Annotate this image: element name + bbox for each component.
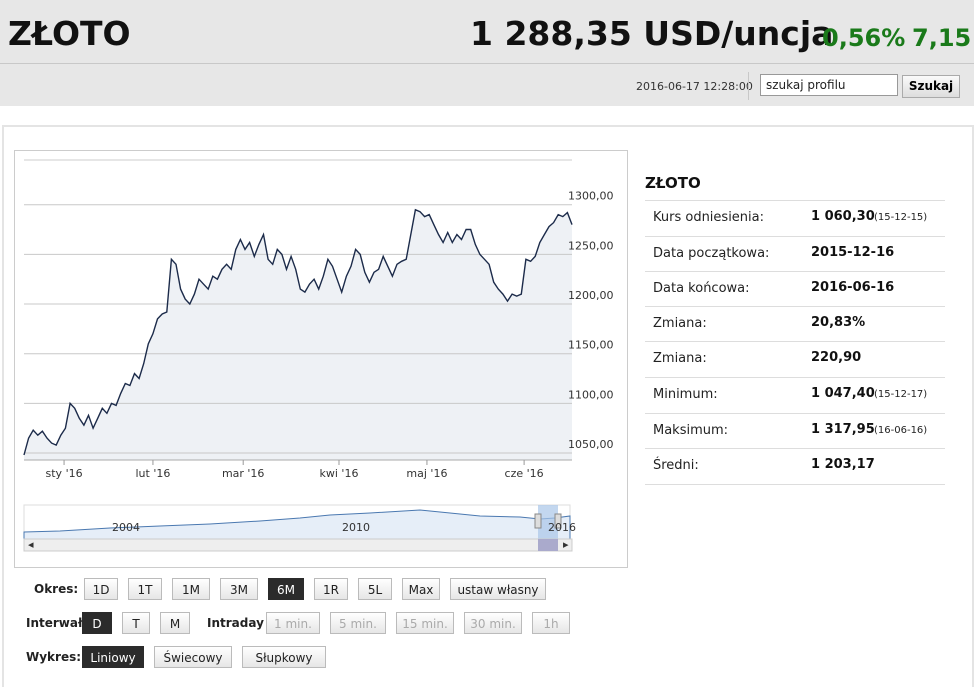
change-pct: 0,56% bbox=[822, 24, 906, 52]
y-tick-label: 1050,00 bbox=[568, 438, 614, 451]
button[interactable]: 30 min. bbox=[464, 612, 522, 634]
control-label: Okres: bbox=[34, 582, 79, 596]
stats-label: Data początkowa: bbox=[653, 246, 770, 261]
instrument-title: ZŁOTO bbox=[8, 14, 131, 53]
button[interactable]: 15 min. bbox=[396, 612, 454, 634]
area bbox=[24, 209, 572, 460]
button[interactable]: 1 min. bbox=[266, 612, 320, 634]
button[interactable]: Świecowy bbox=[154, 646, 232, 668]
stats-value: 1 317,95 bbox=[811, 422, 875, 437]
x-tick-label: maj '16 bbox=[406, 467, 447, 480]
stats-label: Maksimum: bbox=[653, 423, 729, 438]
x-tick-label: sty '16 bbox=[46, 467, 83, 480]
navigator-label: 2004 bbox=[112, 521, 140, 534]
control-label: Interwał bbox=[26, 616, 83, 630]
navigator-handle[interactable] bbox=[554, 513, 562, 529]
stats-value: 1 203,17 bbox=[811, 457, 875, 472]
x-tick-label: mar '16 bbox=[222, 467, 265, 480]
stats-value: 2016-06-16 bbox=[811, 280, 895, 295]
button[interactable]: 1h bbox=[532, 612, 570, 634]
price: 1 288,35 USD/uncja bbox=[470, 14, 834, 53]
scroll-right[interactable]: ▸ bbox=[563, 538, 569, 551]
button[interactable]: Słupkowy bbox=[242, 646, 326, 668]
line bbox=[23, 208, 573, 456]
stats-row: Kurs odniesienia: 1 060,30 (15-12-15) bbox=[645, 200, 945, 236]
navigator-series bbox=[23, 509, 571, 540]
y-tick-label: 1250,00 bbox=[568, 239, 614, 252]
separator bbox=[748, 72, 749, 100]
button[interactable]: Liniowy bbox=[82, 646, 144, 668]
stats-label: Minimum: bbox=[653, 387, 718, 402]
stats-value: 220,90 bbox=[811, 350, 862, 365]
stats-value: 1 060,30 bbox=[811, 209, 875, 224]
stats-label: Zmiana: bbox=[653, 351, 707, 366]
search-button[interactable]: Szukaj bbox=[902, 75, 960, 98]
button[interactable]: 6M bbox=[268, 578, 304, 600]
button[interactable]: 5 min. bbox=[330, 612, 386, 634]
stats-label: Średni: bbox=[653, 458, 699, 473]
button[interactable]: 3M bbox=[220, 578, 258, 600]
scrollbar[interactable] bbox=[23, 538, 573, 552]
content bbox=[2, 125, 974, 687]
x-tick-label: kwi '16 bbox=[320, 467, 359, 480]
x-tick-label: cze '16 bbox=[505, 467, 544, 480]
y-tick-label: 1200,00 bbox=[568, 289, 614, 302]
stats-title: ZŁOTO bbox=[645, 174, 701, 192]
button[interactable]: 1M bbox=[172, 578, 210, 600]
button[interactable]: Max bbox=[402, 578, 440, 600]
navigator-label: 2010 bbox=[342, 521, 370, 534]
datetime: 2016-06-17 12:28:00 bbox=[636, 80, 753, 93]
stats-row: Maksimum: 1 317,95 (16-06-16) bbox=[645, 413, 945, 449]
stats-value: 1 047,40 bbox=[811, 386, 875, 401]
stats-row: Data końcowa: 2016-06-16 bbox=[645, 271, 945, 307]
scroll-left[interactable]: ◂ bbox=[28, 538, 34, 551]
y-tick-label: 1150,00 bbox=[568, 339, 614, 352]
button[interactable]: T bbox=[122, 612, 150, 634]
y-tick-label: 1300,00 bbox=[568, 190, 614, 203]
stats-label: Zmiana: bbox=[653, 316, 707, 331]
stats-note: (16-06-16) bbox=[874, 425, 928, 436]
navigator-selection[interactable] bbox=[538, 505, 558, 539]
control-label: Wykres: bbox=[26, 650, 82, 664]
separator bbox=[0, 63, 974, 64]
button[interactable]: 5L bbox=[358, 578, 392, 600]
stats-note: (15-12-17) bbox=[874, 389, 928, 400]
control-label: Intraday bbox=[207, 616, 264, 630]
navigator-handle[interactable] bbox=[534, 513, 542, 529]
stats-label: Data końcowa: bbox=[653, 281, 750, 296]
stats-note: (15-12-15) bbox=[874, 212, 928, 223]
y-tick-label: 1100,00 bbox=[568, 388, 614, 401]
stats-row: Zmiana: 20,83% bbox=[645, 306, 945, 342]
stats-row: Średni: 1 203,17 bbox=[645, 448, 945, 485]
change-abs: 7,15 bbox=[912, 24, 972, 52]
x-tick-label: lut '16 bbox=[136, 467, 171, 480]
button[interactable]: 1R bbox=[314, 578, 348, 600]
button[interactable]: M bbox=[160, 612, 190, 634]
stats-row: Minimum: 1 047,40 (15-12-17) bbox=[645, 377, 945, 413]
search-input[interactable]: szukaj profilu bbox=[760, 74, 898, 96]
stats-value: 20,83% bbox=[811, 315, 866, 330]
navigator-label: 2016 bbox=[548, 521, 576, 534]
stats-row: Zmiana: 220,90 bbox=[645, 341, 945, 377]
button[interactable]: D bbox=[82, 612, 112, 634]
stats-value: 2015-12-16 bbox=[811, 245, 895, 260]
scrollbar-thumb[interactable] bbox=[538, 539, 558, 551]
stats-label: Kurs odniesienia: bbox=[653, 210, 765, 225]
stats-row: Data początkowa: 2015-12-16 bbox=[645, 236, 945, 272]
button[interactable]: ustaw własny bbox=[450, 578, 546, 600]
button[interactable]: 1D bbox=[84, 578, 118, 600]
button[interactable]: 1T bbox=[128, 578, 162, 600]
